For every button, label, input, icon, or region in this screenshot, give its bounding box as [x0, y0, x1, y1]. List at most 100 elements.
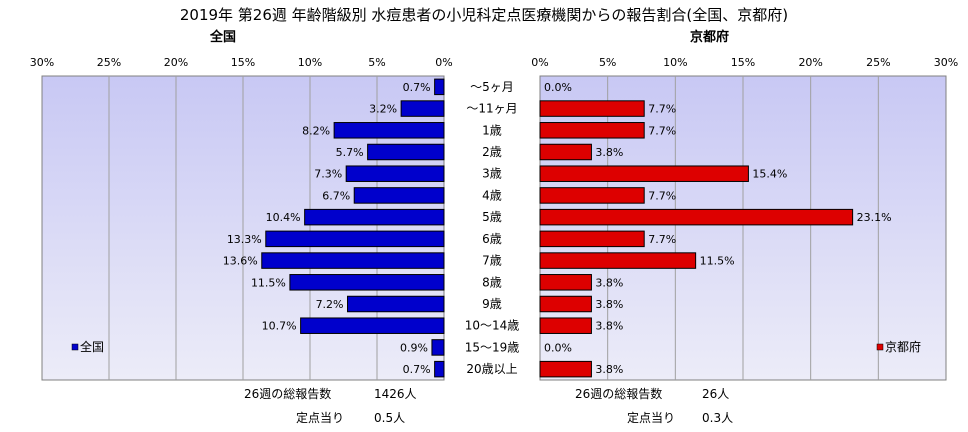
- national-legend-label: 全国: [80, 339, 104, 354]
- right-total-value: 26人: [702, 387, 730, 401]
- kyoto-value-label: 7.7%: [648, 103, 676, 116]
- kyoto-bar: [539, 230, 645, 248]
- national-value-label: 3.2%: [369, 103, 397, 116]
- national-value-label: 11.5%: [251, 276, 286, 289]
- kyoto-bar: [539, 165, 749, 182]
- national-tick-label: 10%: [298, 56, 322, 69]
- national-value-label: 13.3%: [227, 233, 262, 246]
- national-tick-label: 15%: [231, 56, 255, 69]
- national-value-label: 10.7%: [262, 320, 297, 333]
- category-labels: ～5ヶ月 ～11ヶ月 1歳 2歳 3歳 4歳 5歳 6歳 7歳 8歳 9歳 10～14歳 15～19歳 2…: [465, 80, 520, 376]
- national-tick-label: 5%: [368, 56, 385, 69]
- kyoto-value-label: 3.8%: [595, 276, 623, 289]
- national-value-label: 8.2%: [302, 124, 330, 137]
- kyoto-bar: [539, 295, 592, 313]
- kyoto-legend-swatch: [876, 343, 884, 351]
- national-value-label: 0.9%: [400, 341, 428, 354]
- category-label: 8歳: [482, 275, 502, 289]
- national-value-label: 10.4%: [266, 211, 301, 224]
- kyoto-bar: [539, 360, 592, 378]
- category-label: ～5ヶ月: [470, 80, 514, 94]
- kyoto-value-label: 15.4%: [752, 168, 787, 181]
- national-bar: [434, 360, 445, 378]
- national-value-label: 5.7%: [336, 146, 364, 159]
- national-bar: [261, 252, 445, 269]
- national-value-label: 13.6%: [223, 255, 258, 268]
- national-bar: [353, 187, 445, 204]
- national-bar: [265, 230, 445, 248]
- national-bar: [304, 208, 445, 226]
- kyoto-value-label: 3.8%: [595, 363, 623, 376]
- kyoto-bar: [539, 208, 854, 226]
- kyoto-bar: [539, 317, 592, 334]
- left-total-label: 26週の総報告数: [244, 387, 332, 401]
- left-panel-subtitle: 全国: [210, 30, 237, 45]
- right-panel-subtitle: 京都府: [690, 30, 730, 45]
- category-label: 7歳: [482, 254, 502, 268]
- left-total-value: 1426人: [374, 387, 417, 401]
- kyoto-tick-label: 30%: [934, 56, 958, 69]
- national-bar: [347, 295, 445, 313]
- national-value-label: 0.7%: [403, 363, 431, 376]
- left-per-site-value: 0.5人: [374, 411, 406, 425]
- national-legend-swatch: [71, 343, 79, 351]
- category-label: 4歳: [482, 188, 502, 202]
- national-tick-label: 30%: [30, 56, 54, 69]
- national-bar: [289, 274, 445, 291]
- national-bar: [400, 100, 445, 117]
- kyoto-tick-label: 5%: [599, 56, 616, 69]
- national-bar: [345, 165, 445, 182]
- national-bar: [431, 339, 445, 356]
- right-chart-layer: 0% 5% 10% 15% 20% 25% 30% 0.0% 7.7% 7.7% 3.8% 15.4%…: [531, 56, 958, 380]
- national-bar: [333, 122, 445, 139]
- national-value-label: 7.2%: [316, 298, 344, 311]
- category-label: ～11ヶ月: [466, 102, 517, 116]
- kyoto-value-label: 23.1%: [857, 211, 892, 224]
- kyoto-bar: [539, 274, 592, 291]
- kyoto-legend-label: 京都府: [885, 339, 921, 354]
- kyoto-value-label: 0.0%: [544, 341, 572, 354]
- kyoto-tick-label: 0%: [531, 56, 548, 69]
- national-tick-label: 0%: [435, 56, 452, 69]
- kyoto-bar: [539, 252, 697, 269]
- kyoto-value-label: 3.8%: [595, 298, 623, 311]
- national-value-label: 0.7%: [403, 81, 431, 94]
- kyoto-value-label: 7.7%: [648, 233, 676, 246]
- national-tick-label: 25%: [97, 56, 121, 69]
- right-per-site-value: 0.3人: [702, 411, 734, 425]
- national-tick-label: 20%: [164, 56, 188, 69]
- kyoto-bar: [539, 122, 645, 139]
- category-label: 5歳: [482, 210, 502, 224]
- kyoto-value-label: 7.7%: [648, 189, 676, 202]
- kyoto-value-label: 11.5%: [700, 255, 735, 268]
- category-label: 9歳: [482, 297, 502, 311]
- category-label: 15～19歳: [465, 340, 520, 354]
- category-label: 3歳: [482, 167, 502, 181]
- national-value-label: 6.7%: [322, 189, 350, 202]
- category-label: 2歳: [482, 145, 502, 159]
- national-value-label: 7.3%: [314, 168, 342, 181]
- national-bar: [434, 78, 445, 96]
- kyoto-bar: [539, 143, 592, 161]
- national-bar: [300, 317, 445, 334]
- national-bar: [367, 143, 445, 161]
- category-label: 20歳以上: [466, 362, 517, 376]
- kyoto-tick-label: 15%: [731, 56, 755, 69]
- left-per-site-label: 定点当り: [296, 411, 345, 425]
- kyoto-value-label: 7.7%: [648, 124, 676, 137]
- kyoto-value-label: 3.8%: [595, 146, 623, 159]
- kyoto-tick-label: 25%: [866, 56, 890, 69]
- category-label: 10～14歳: [465, 319, 520, 333]
- right-total-label: 26週の総報告数: [575, 387, 663, 401]
- chart-title: 2019年 第26週 年齢階級別 水痘患者の小児科定点医療機関からの報告割合(全…: [179, 6, 789, 24]
- category-label: 6歳: [482, 232, 502, 246]
- category-label: 1歳: [482, 123, 502, 137]
- kyoto-value-label: 3.8%: [595, 320, 623, 333]
- left-chart-layer: 0% 5% 10% 15% 20% 25% 30% 0.7% 3.2% 8.2% 5.7% 7.3% 6…: [30, 56, 453, 380]
- kyoto-value-label: 0.0%: [544, 81, 572, 94]
- kyoto-tick-label: 20%: [798, 56, 822, 69]
- kyoto-bar: [539, 187, 645, 204]
- kyoto-bar: [539, 100, 645, 117]
- right-per-site-label: 定点当り: [627, 411, 676, 425]
